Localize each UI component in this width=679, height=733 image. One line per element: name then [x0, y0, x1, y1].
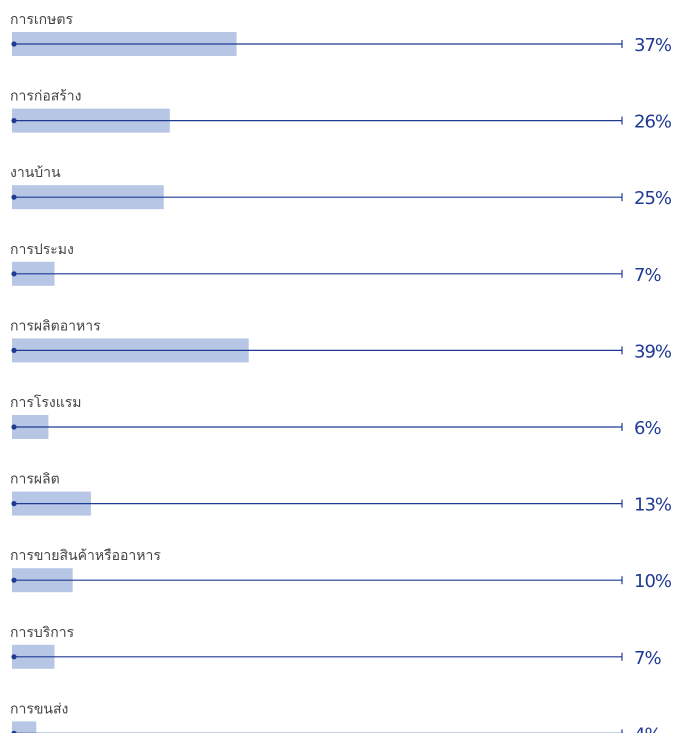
start-dot: [11, 501, 17, 507]
value-label: 7%: [634, 265, 661, 286]
value-label: 26%: [634, 112, 672, 133]
category-label: การผลิต: [10, 472, 60, 488]
start-dot: [11, 118, 17, 124]
category-label: การเกษตร: [10, 12, 73, 28]
start-dot: [11, 41, 17, 47]
start-dot: [11, 654, 17, 660]
value-label: 39%: [634, 341, 672, 362]
value-label: 37%: [634, 35, 672, 56]
value-label: 10%: [634, 571, 672, 592]
start-dot: [11, 577, 17, 583]
start-dot: [11, 194, 17, 200]
start-dot: [11, 347, 17, 353]
bar: [12, 721, 37, 733]
category-label: การก่อสร้าง: [10, 89, 82, 105]
value-label: 13%: [634, 495, 672, 516]
category-label: การประมง: [10, 242, 74, 258]
category-label: งานบ้าน: [10, 165, 61, 181]
value-label: 25%: [634, 188, 672, 209]
value-label: 7%: [634, 648, 661, 669]
start-dot: [11, 271, 17, 277]
category-label: การขนส่ง: [10, 701, 68, 717]
category-label: การโรงแรม: [10, 394, 82, 411]
value-label: 6%: [634, 418, 661, 439]
category-label: การขายสินค้าหรืออาหาร: [10, 548, 161, 564]
category-label: การบริการ: [10, 625, 75, 641]
start-dot: [11, 424, 17, 430]
start-dot: [11, 730, 17, 733]
value-label: 4%: [634, 724, 661, 733]
category-label: การผลิตอาหาร: [10, 318, 101, 334]
